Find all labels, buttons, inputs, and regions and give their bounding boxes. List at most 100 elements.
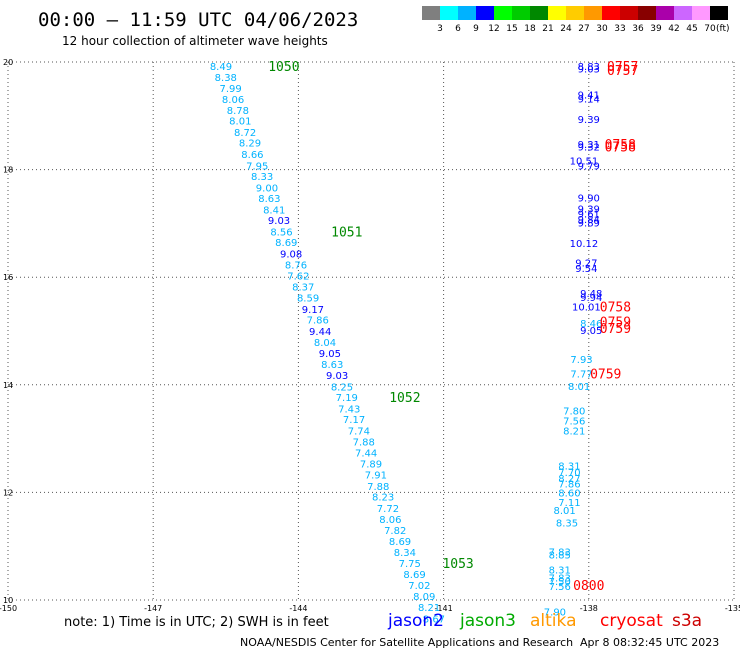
swh-value-label: 8.01 [568,382,590,393]
swh-value-label: 9.03 [578,64,600,75]
colorbar-label: 18 [524,24,536,34]
swh-value-label: 9.31 [578,140,600,151]
swh-value-label: 8.41 [263,205,285,216]
swh-value-label: 8.67 [423,614,445,625]
swh-value-label: 7.75 [399,559,421,570]
swh-value-label: 7.88 [367,482,389,493]
swh-value-label: 9.89 [578,218,600,229]
swh-value-label: 9.00 [256,183,278,194]
swh-value-label: 9.48 [580,289,602,300]
colorbar-label: 30 [596,24,608,34]
swh-value-label: 7.11 [558,498,580,509]
colorbar-swatch [512,6,530,20]
swh-value-label: 8.35 [556,519,578,530]
swh-value-label: 8.83 [578,62,600,73]
swh-value-label: 7.56 [563,416,585,427]
colorbar-label: 45 [686,24,697,34]
swh-value-label: 8.78 [227,106,249,117]
footer-credit: NOAA/NESDIS Center for Satellite Applica… [240,636,573,649]
satellite-legend-s3a: s3a [672,611,702,631]
colorbar-swatch [530,6,548,20]
grid-lines [7,61,735,601]
x-tick-label: -150 [0,604,17,613]
swh-value-label: 9.39 [578,115,600,126]
swh-value-label: 7.74 [348,427,370,438]
swh-value-label: 7.02 [408,581,430,592]
swh-value-label: 9.61 [578,210,600,221]
footer-timestamp: Apr 8 08:32:45 UTC 2023 [580,636,719,649]
colorbar-swatch [710,6,728,20]
time-label: 0757 [607,64,638,79]
y-tick-label: 18 [3,166,13,175]
y-tick-label: 12 [3,488,13,497]
satellite-legend-altika: altika [530,611,577,631]
colorbar-swatch [620,6,638,20]
satellite-legend-cryosat: cryosat [600,611,663,631]
colorbar-swatch [476,6,494,20]
data-points: 8.498.387.998.068.788.018.728.298.667.95… [210,62,603,626]
swh-value-label: 10.51 [570,156,599,167]
x-tick-label: -147 [144,604,162,613]
colorbar-swatch [584,6,602,20]
swh-value-label: 9.94 [580,293,602,304]
swh-value-label: 8.25 [331,382,353,393]
swh-value-label: 7.62 [287,272,309,283]
swh-value-label: 7.44 [355,449,377,460]
colorbar-swatch [458,6,476,20]
swh-value-label: 9.84 [578,215,600,226]
swh-value-label: 7.50 [549,577,571,588]
swh-value-label: 8.06 [379,515,401,526]
swh-value-label: 7.17 [343,415,365,426]
swh-value-label: 8.72 [234,128,256,139]
swh-value-label: 7.19 [336,393,358,404]
swh-value-label: 9.03 [326,371,348,382]
time-label: 0800 [573,579,604,594]
swh-value-label: 8.37 [292,282,314,293]
colorbar-label: 21 [542,24,553,34]
satellite-legend-jason3: jason3 [459,611,516,631]
swh-value-label: 9.39 [578,204,600,215]
colorbar-swatch [566,6,584,20]
swh-value-label: 10.12 [570,239,599,250]
swh-value-label: 8.01 [553,506,575,517]
time-label: 0757 [607,60,638,75]
colorbar-swatch [422,6,440,20]
time-label: 0758 [605,140,636,155]
colorbar-unit: (ft) [716,24,730,34]
swh-value-label: 8.46 [580,319,602,330]
swh-value-label: 8.49 [210,62,232,73]
satellite-legend-jason2: jason2 [387,611,444,631]
axes: -150 -147 -144 -141 -138 -135 10 12 14 16 18 20 [0,58,740,613]
swh-value-label: 9.27 [575,259,597,270]
swh-value-label: 8.31 [558,462,580,473]
swh-value-label: 7.70 [558,468,580,479]
swh-value-label: 7.83 [549,573,571,584]
swh-value-label: 7.56 [549,582,571,593]
colorbar-label: 12 [488,24,499,34]
x-tick-label: -141 [435,604,453,613]
swh-value-label: 8.21 [418,603,440,614]
colorbar-label: 9 [473,24,479,34]
swh-value-label: 8.63 [321,360,343,371]
swh-value-label: 8.04 [314,338,336,349]
swh-value-label: 7.99 [220,84,242,95]
swh-value-label: 8.23 [372,493,394,504]
swh-value-label: 8.60 [558,488,580,499]
colorbar-label: 33 [614,24,625,34]
swh-value-label: 9.08 [280,250,302,261]
colorbar-swatch [638,6,656,20]
swh-value-label: 9.05 [319,349,341,360]
colorbar-label: 27 [578,24,589,34]
x-tick-label: -144 [289,604,307,613]
swh-value-label: 8.66 [241,150,263,161]
swh-value-label: 8.01 [229,117,251,128]
y-tick-label: 14 [3,381,13,390]
swh-value-label: 8.21 [563,427,585,438]
swh-value-label: 7.86 [307,316,329,327]
swh-value-label: 9.44 [309,327,331,338]
time-label: 1050 [268,60,299,75]
colorbar-label: 36 [632,24,644,34]
swh-value-label: 8.69 [275,238,297,249]
time-label: 0758 [605,138,636,153]
